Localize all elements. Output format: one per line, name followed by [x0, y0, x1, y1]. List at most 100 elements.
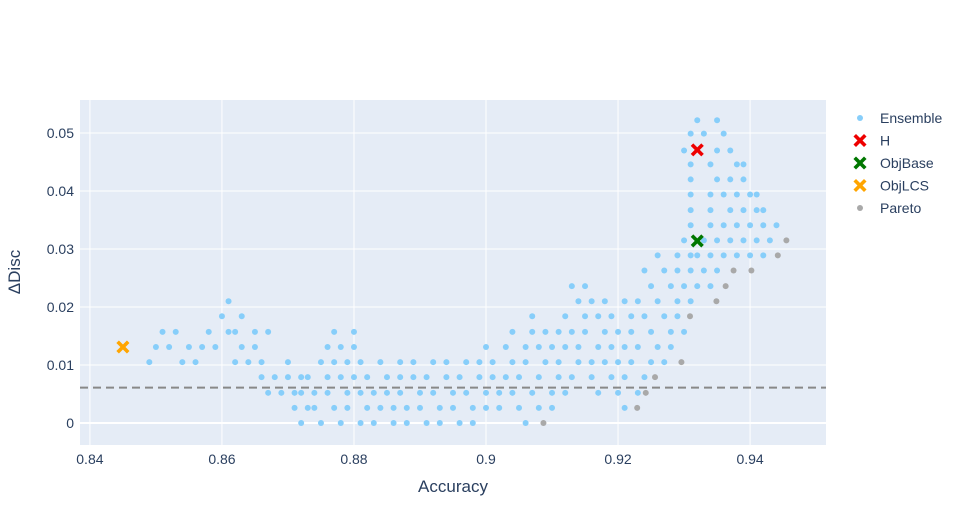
- ensemble-point: [416, 404, 423, 411]
- ensemble-point: [542, 359, 549, 366]
- ensemble-point: [403, 419, 410, 426]
- legend-item-objbase[interactable]: ObjBase: [853, 155, 934, 171]
- ensemble-point: [687, 252, 694, 259]
- gridlines: [80, 100, 826, 445]
- ensemble-point: [714, 117, 721, 124]
- ensemble-point: [522, 419, 529, 426]
- ensemble-point: [707, 207, 714, 214]
- ensemble-point: [535, 374, 542, 381]
- ensemble-point: [331, 404, 338, 411]
- ensemble-point: [238, 344, 245, 351]
- y-axis-title: ΔDisc: [5, 249, 24, 294]
- ensemble-point: [271, 374, 278, 381]
- pareto-point: [774, 252, 781, 259]
- legend-label: Pareto: [880, 200, 921, 216]
- ensemble-point: [364, 404, 371, 411]
- ensemble-point: [562, 344, 569, 351]
- ensemble-point: [588, 359, 595, 366]
- ensemble-point: [720, 191, 727, 198]
- ensemble-point: [674, 298, 681, 305]
- ensemble-point: [469, 419, 476, 426]
- ensemble-point: [615, 359, 622, 366]
- ensemble-point: [502, 344, 509, 351]
- legend: Ensemble H ObjBase ObjLCS Pareto: [853, 110, 942, 216]
- ensemble-point: [714, 147, 721, 154]
- ensemble-point: [601, 359, 608, 366]
- ensemble-point: [582, 328, 589, 335]
- ensemble-point: [423, 419, 430, 426]
- x-tick-label: 0.86: [208, 451, 235, 467]
- ensemble-point: [648, 328, 655, 335]
- legend-item-h[interactable]: H: [853, 133, 890, 149]
- x-axis-ticks: 0.84 0.86 0.88 0.9 0.92 0.94: [76, 451, 764, 467]
- ensemble-point: [509, 359, 516, 366]
- ensemble-point: [575, 359, 582, 366]
- ensemble-point: [687, 207, 694, 214]
- ensemble-point: [476, 374, 483, 381]
- ensemble-point: [443, 374, 450, 381]
- ensemble-point: [621, 374, 628, 381]
- ensemble-point: [740, 176, 747, 183]
- legend-item-objlcs[interactable]: ObjLCS: [853, 178, 929, 194]
- ensemble-point: [608, 344, 615, 351]
- ensemble-point: [568, 374, 575, 381]
- ensemble-point: [251, 344, 258, 351]
- ensemble-point: [694, 252, 701, 259]
- ensemble-point: [549, 389, 556, 396]
- ensemble-point: [687, 222, 694, 229]
- ensemble-point: [410, 374, 417, 381]
- pareto-point: [748, 267, 755, 274]
- x-axis-title: Accuracy: [418, 477, 488, 496]
- ensemble-point: [397, 359, 404, 366]
- ensemble-point: [324, 374, 331, 381]
- ensemble-point: [760, 207, 767, 214]
- ensemble-point: [284, 374, 291, 381]
- ensemble-point: [714, 267, 721, 274]
- ensemble-point: [284, 359, 291, 366]
- ensemble-point: [509, 328, 516, 335]
- ensemble-point: [199, 344, 206, 351]
- y-tick-label: 0.01: [47, 357, 74, 373]
- ensemble-point: [535, 404, 542, 411]
- ensemble-point: [483, 344, 490, 351]
- ensemble-point: [390, 419, 397, 426]
- ensemble-point: [667, 328, 674, 335]
- h-marker: [690, 143, 704, 157]
- ensemble-point: [687, 130, 694, 137]
- ensemble-point: [628, 328, 635, 335]
- ensemble-point: [667, 283, 674, 290]
- ensemble-point: [344, 404, 351, 411]
- ensemble-point: [575, 298, 582, 305]
- ensemble-point: [357, 419, 364, 426]
- ensemble-point: [218, 313, 225, 320]
- ensemble-point: [238, 313, 245, 320]
- ensemble-point: [575, 344, 582, 351]
- legend-item-pareto[interactable]: Pareto: [857, 200, 921, 216]
- legend-symbol-ensemble: [857, 115, 863, 121]
- ensemble-point: [344, 389, 351, 396]
- ensemble-point: [450, 389, 456, 396]
- legend-item-ensemble[interactable]: Ensemble: [857, 110, 942, 126]
- ensemble-point: [634, 344, 641, 351]
- ensemble-point: [747, 252, 754, 259]
- ensemble-point: [555, 374, 562, 381]
- ensemble-point: [562, 313, 569, 320]
- y-tick-label: 0: [66, 415, 74, 431]
- ensemble-point: [687, 176, 694, 183]
- ensemble-point: [740, 161, 747, 168]
- x-tick-label: 0.94: [736, 451, 763, 467]
- ensemble-point: [311, 404, 318, 411]
- legend-label: ObjBase: [880, 155, 934, 171]
- ensemble-point: [298, 389, 305, 396]
- ensemble-point: [608, 313, 615, 320]
- ensemble-point: [601, 298, 608, 305]
- ensemble-point: [291, 389, 298, 396]
- ensemble-point: [588, 374, 595, 381]
- ensemble-point: [740, 237, 747, 244]
- ensemble-point: [179, 359, 186, 366]
- ensemble-point: [760, 252, 767, 259]
- ensemble-point: [416, 389, 423, 396]
- ensemble-point: [766, 237, 773, 244]
- ensemble-point: [707, 191, 714, 198]
- ensemble-point: [608, 374, 615, 381]
